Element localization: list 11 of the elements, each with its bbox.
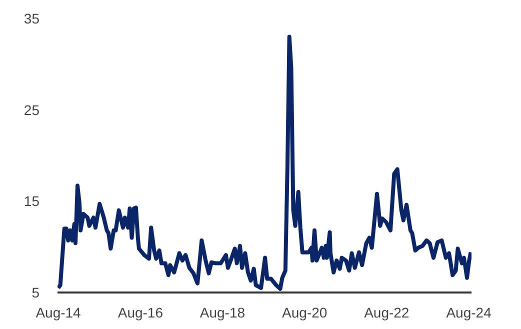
x-tick-label: Aug-18 — [200, 304, 246, 320]
x-tick-label: Aug-16 — [118, 304, 164, 320]
x-tick-label: Aug-14 — [36, 304, 82, 320]
y-tick-label: 15 — [24, 193, 40, 210]
x-tick-label: Aug-20 — [282, 304, 328, 320]
y-tick-label: 35 — [24, 10, 40, 26]
x-tick-label: Aug-22 — [364, 304, 410, 320]
y-tick-label: 25 — [24, 102, 40, 118]
x-tick-label: Aug-24 — [446, 304, 492, 320]
line-series — [58, 34, 472, 291]
y-tick-label: 5 — [32, 284, 40, 300]
